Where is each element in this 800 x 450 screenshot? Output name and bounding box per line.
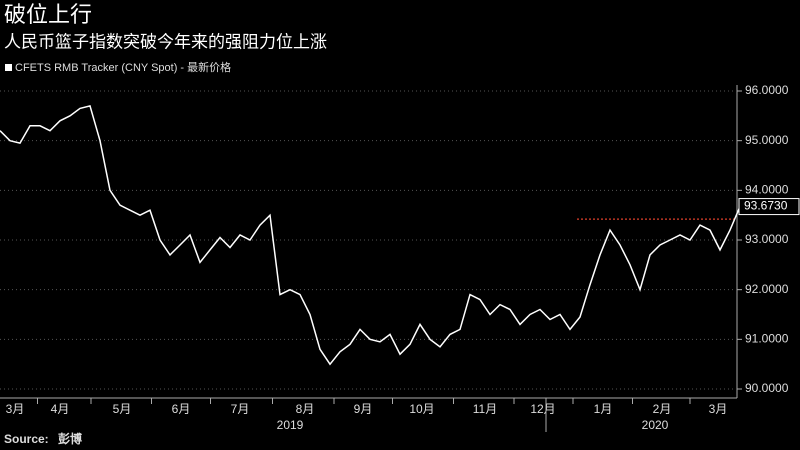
x-tick-label: 3月 <box>709 402 728 416</box>
x-tick-label: 2月 <box>653 402 672 416</box>
legend-label: CFETS RMB Tracker (CNY Spot) - 最新价格 <box>15 60 231 74</box>
x-group-label: 2019 <box>277 418 304 432</box>
y-tick-label: 93.0000 <box>745 232 789 246</box>
x-tick-label: 11月 <box>473 402 497 416</box>
y-tick-label: 96.0000 <box>745 83 789 97</box>
x-tick-label: 3月 <box>6 402 25 416</box>
value-label-box <box>738 198 800 216</box>
x-tick-label: 7月 <box>231 402 250 416</box>
line-series <box>0 104 741 366</box>
value-label: 93.6730 <box>744 199 788 213</box>
source-label: Source: <box>4 432 49 446</box>
x-tick-label: 12月 <box>530 402 555 416</box>
y-tick-label: 95.0000 <box>745 133 789 147</box>
legend-swatch <box>5 64 12 71</box>
y-tick-label: 94.0000 <box>745 183 789 197</box>
x-tick-label: 9月 <box>354 402 373 416</box>
chart-title: 破位上行 <box>4 2 92 27</box>
x-group-label: 2020 <box>642 418 669 432</box>
x-tick-label: 6月 <box>172 402 191 416</box>
x-tick-label: 1月 <box>594 402 613 416</box>
chart-subtitle: 人民币篮子指数突破今年来的强阻力位上涨 <box>4 32 327 51</box>
source: 彭博 <box>58 431 82 446</box>
y-tick-label: 90.0000 <box>745 381 789 395</box>
y-tick-label: 91.0000 <box>745 332 789 346</box>
x-tick-label: 10月 <box>409 402 434 416</box>
y-tick-label: 92.0000 <box>745 282 789 296</box>
x-tick-label: 4月 <box>51 402 70 416</box>
x-tick-label: 5月 <box>113 402 132 416</box>
x-tick-label: 8月 <box>296 402 315 416</box>
